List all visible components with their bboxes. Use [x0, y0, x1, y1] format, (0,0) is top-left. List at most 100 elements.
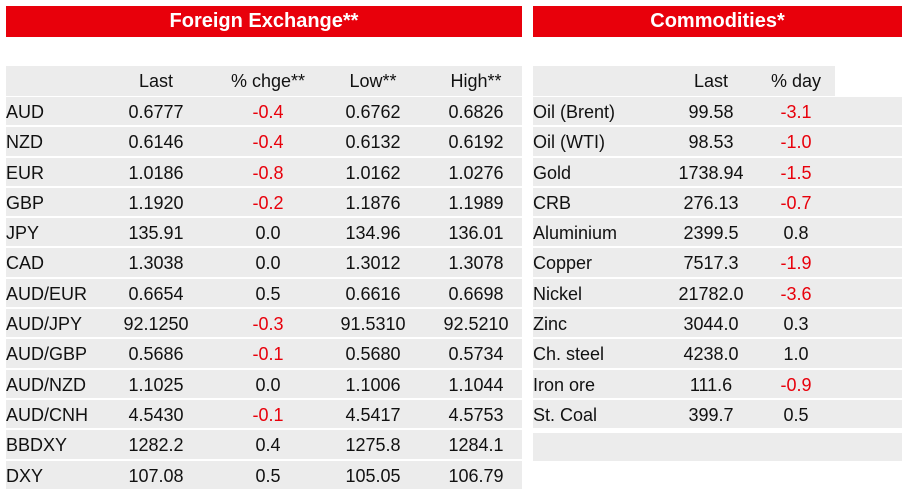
commodity-name: CRB: [533, 192, 572, 213]
fx-change: -0.2: [252, 192, 284, 213]
fx-change: -0.3: [252, 314, 284, 335]
commodities-empty-row: [533, 433, 902, 461]
commodity-name: Nickel: [533, 283, 583, 304]
fx-currency: AUD/CNH: [6, 404, 89, 425]
fx-low: 0.6132: [345, 132, 401, 153]
fx-high: 1.1044: [448, 374, 504, 395]
commodity-name: Gold: [533, 162, 572, 183]
fx-low: 4.5417: [345, 404, 401, 425]
table-row: BBDXY 1282.2 0.4 1275.8 1284.1: [6, 430, 522, 460]
fx-change: -0.4: [252, 102, 284, 122]
fx-change: -0.8: [252, 162, 284, 183]
table-row: AUD/NZD 1.1025 0.0 1.1006 1.1044: [6, 369, 522, 399]
table-row: CRB 276.13 -0.7: [533, 187, 902, 218]
fx-title: Foreign Exchange**: [169, 10, 359, 32]
table-row: AUD/JPY 92.1250 -0.3 91.5310 92.5210: [6, 309, 522, 339]
table-row: Iron ore 111.6 -0.9: [533, 369, 902, 399]
table-row: GBP 1.1920 -0.2 1.1876 1.1989: [6, 187, 522, 218]
commodity-name: Oil (Brent): [533, 102, 616, 122]
table-row: Copper 7517.3 -1.9: [533, 248, 902, 278]
fx-header-high: High**: [450, 71, 502, 91]
fx-change: 0.5: [255, 283, 281, 304]
fx-currency: EUR: [6, 162, 45, 183]
table-row: Gold 1738.94 -1.5: [533, 157, 902, 187]
fx-change: 0.0: [255, 223, 281, 244]
fx-header-row: Last % chge** Low** High**: [6, 66, 522, 96]
fx-high: 1284.1: [448, 435, 504, 456]
commodity-last: 276.13: [683, 192, 739, 213]
table-row: Ch. steel 4238.0 1.0: [533, 339, 902, 369]
commodity-day-change: -3.6: [780, 283, 812, 304]
fx-low: 1275.8: [345, 435, 401, 456]
fx-change: 0.5: [255, 465, 281, 486]
commodity-last: 7517.3: [683, 253, 739, 274]
fx-high: 0.5734: [448, 344, 504, 365]
fx-change: -0.1: [252, 344, 284, 365]
table-row: Oil (WTI) 98.53 -1.0: [533, 127, 902, 157]
fx-last: 107.08: [128, 465, 184, 486]
fx-currency: DXY: [6, 465, 44, 486]
fx-change: 0.4: [255, 435, 281, 456]
fx-currency: AUD: [6, 102, 45, 122]
commodities-header-day: % day: [770, 71, 822, 91]
commodity-last: 99.58: [688, 102, 734, 122]
commodity-last: 1738.94: [678, 162, 744, 183]
commodity-day-change: 1.0: [783, 344, 809, 365]
commodity-day-change: -0.9: [780, 374, 812, 395]
table-row: EUR 1.0186 -0.8 1.0162 1.0276: [6, 157, 522, 187]
fx-currency: AUD/GBP: [6, 344, 88, 365]
fx-high: 92.5210: [443, 314, 509, 335]
table-row: NZD 0.6146 -0.4 0.6132 0.6192: [6, 127, 522, 157]
table-row: Aluminium 2399.5 0.8: [533, 218, 902, 248]
fx-currency: AUD/EUR: [6, 283, 88, 304]
fx-low: 105.05: [345, 465, 401, 486]
fx-low: 1.0162: [345, 162, 401, 183]
table-row: AUD/CNH 4.5430 -0.1 4.5417 4.5753: [6, 399, 522, 430]
fx-last: 0.5686: [128, 344, 184, 365]
table-row: Nickel 21782.0 -3.6: [533, 278, 902, 309]
fx-last: 135.91: [128, 223, 184, 244]
fx-header-chg: % chge**: [230, 71, 306, 91]
commodity-name: St. Coal: [533, 404, 598, 425]
fx-last: 92.1250: [123, 314, 189, 335]
fx-currency: NZD: [6, 132, 43, 153]
table-row: St. Coal 399.7 0.5: [533, 399, 902, 430]
table-row: Zinc 3044.0 0.3: [533, 309, 902, 339]
commodity-last: 399.7: [688, 404, 734, 425]
fx-low: 0.6616: [345, 283, 401, 304]
fx-high: 1.3078: [448, 253, 504, 274]
commodity-day-change: 0.8: [783, 223, 809, 244]
fx-currency: BBDXY: [6, 435, 68, 456]
commodities-title: Commodities*: [650, 10, 785, 32]
fx-change: 0.0: [255, 253, 281, 274]
table-row: CAD 1.3038 0.0 1.3012 1.3078: [6, 248, 522, 278]
fx-last: 0.6146: [128, 132, 184, 153]
commodity-day-change: -0.7: [780, 192, 812, 213]
fx-last: 0.6654: [128, 283, 184, 304]
commodity-name: Zinc: [533, 314, 568, 335]
commodity-name: Iron ore: [533, 374, 596, 395]
commodity-name: Oil (WTI): [533, 132, 605, 153]
fx-change: -0.1: [252, 404, 284, 425]
commodity-name: Ch. steel: [533, 344, 605, 365]
table-row: DXY 107.08 0.5 105.05 106.79: [6, 460, 522, 490]
commodity-day-change: 0.3: [783, 314, 809, 335]
commodity-day-change: 0.5: [783, 404, 809, 425]
fx-high: 0.6698: [448, 283, 504, 304]
fx-currency: GBP: [6, 192, 45, 213]
fx-high: 0.6192: [448, 132, 504, 153]
fx-last: 1.1920: [128, 192, 184, 213]
commodity-day-change: -3.1: [780, 102, 812, 122]
commodity-last: 4238.0: [683, 344, 739, 365]
fx-high: 106.79: [448, 465, 504, 486]
commodity-name: Aluminium: [533, 223, 618, 244]
fx-currency: AUD/JPY: [6, 314, 83, 335]
fx-title-banner: Foreign Exchange**: [6, 6, 522, 37]
table-row: AUD 0.6777 -0.4 0.6762 0.6826: [6, 97, 522, 127]
commodity-name: Copper: [533, 253, 593, 274]
fx-low: 1.1006: [345, 374, 401, 395]
fx-low: 134.96: [345, 223, 401, 244]
fx-high: 0.6826: [448, 102, 504, 122]
commodity-last: 2399.5: [683, 223, 739, 244]
table-row: AUD/EUR 0.6654 0.5 0.6616 0.6698: [6, 278, 522, 309]
